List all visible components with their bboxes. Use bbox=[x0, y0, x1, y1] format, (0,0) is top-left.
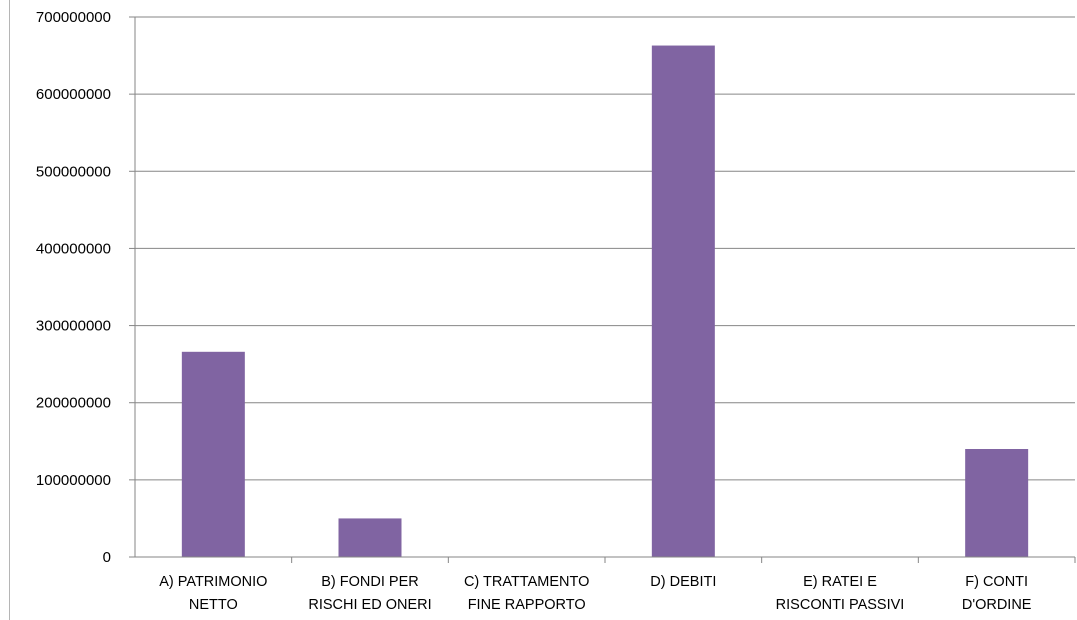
x-tick-label-line: FINE RAPPORTO bbox=[468, 597, 586, 613]
x-tick-label: C) TRATTAMENTO FINE RAPPORTO bbox=[464, 574, 589, 613]
y-tick-labels: 0 100000000 200000000 300000000 400000000 500… bbox=[36, 9, 111, 566]
gridlines bbox=[135, 16, 1075, 481]
x-tick-label-line: E) RATEI E bbox=[803, 574, 877, 590]
y-tick-label: 700000000 bbox=[36, 9, 111, 26]
bar bbox=[651, 45, 715, 558]
y-tick-label: 100000000 bbox=[36, 472, 111, 489]
x-tick-label-line: F) CONTI bbox=[965, 574, 1028, 590]
y-tick-label: 400000000 bbox=[36, 240, 111, 257]
bars bbox=[181, 45, 1029, 558]
x-tick-label: D) DEBITI bbox=[650, 574, 716, 590]
x-tick-label-line: B) FONDI PER bbox=[321, 574, 418, 590]
x-tick-label-line: D'ORDINE bbox=[962, 597, 1032, 613]
axes bbox=[129, 16, 1076, 563]
y-tick-label: 500000000 bbox=[36, 163, 111, 180]
x-tick-label: B) FONDI PER RISCHI ED ONERI bbox=[308, 574, 431, 613]
y-tick-label: 0 bbox=[103, 549, 111, 566]
x-tick-label: F) CONTI D'ORDINE bbox=[962, 574, 1032, 613]
chart-frame-edge bbox=[9, 0, 10, 620]
y-tick-label: 200000000 bbox=[36, 395, 111, 412]
x-tick-label-line: NETTO bbox=[189, 597, 238, 613]
x-tick-label-line: RISCHI ED ONERI bbox=[308, 597, 431, 613]
x-tick-label: A) PATRIMONIO NETTO bbox=[159, 574, 267, 613]
x-tick-label-line: C) TRATTAMENTO bbox=[464, 574, 589, 590]
x-tick-label-line: D) DEBITI bbox=[650, 574, 716, 590]
x-tick-label-line: RISCONTI PASSIVI bbox=[776, 597, 905, 613]
bar bbox=[965, 449, 1029, 557]
y-tick-label: 600000000 bbox=[36, 86, 111, 103]
bar bbox=[181, 351, 245, 557]
x-tick-label: E) RATEI E RISCONTI PASSIVI bbox=[776, 574, 905, 613]
bar bbox=[338, 518, 402, 557]
y-tick-label: 300000000 bbox=[36, 318, 111, 335]
x-tick-label-line: A) PATRIMONIO bbox=[159, 574, 267, 590]
x-tick-labels: A) PATRIMONIO NETTO B) FONDI PER RISCHI ED … bbox=[159, 574, 1032, 613]
